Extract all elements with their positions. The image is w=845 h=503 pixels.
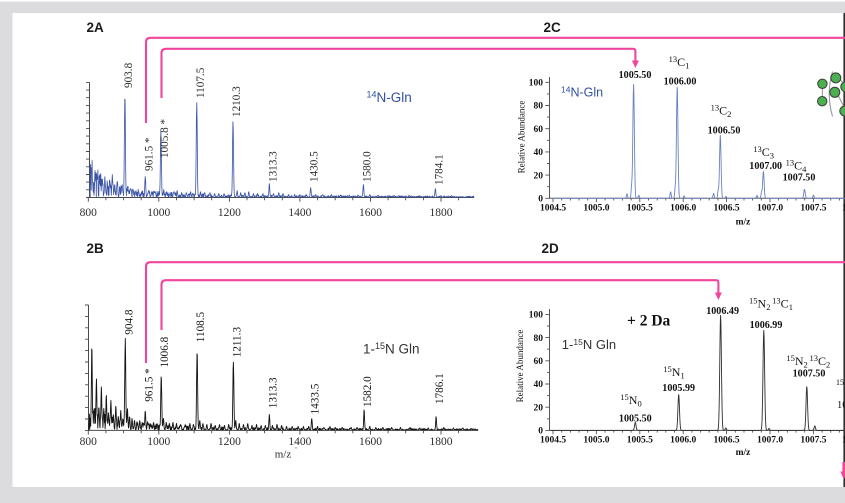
- svg-text:m/z: m/z: [736, 218, 752, 228]
- svg-text:1007.0: 1007.0: [757, 435, 783, 445]
- svg-text:1005.0: 1005.0: [583, 435, 609, 445]
- svg-text:1007.5: 1007.5: [800, 435, 826, 445]
- svg-text:1007.5: 1007.5: [800, 203, 826, 213]
- svg-text:1784.1: 1784.1: [433, 154, 445, 185]
- svg-text:Relative Abundance: Relative Abundance: [517, 101, 527, 174]
- svg-text:1000: 1000: [147, 207, 170, 219]
- svg-text:1108.5: 1108.5: [195, 311, 207, 342]
- svg-text:1005.5: 1005.5: [627, 203, 653, 213]
- svg-text:1005.5: 1005.5: [627, 435, 653, 445]
- svg-text:1006.0: 1006.0: [670, 435, 696, 445]
- svg-text:1004.5: 1004.5: [540, 203, 566, 213]
- svg-text:1005.99: 1005.99: [662, 383, 695, 394]
- svg-text:80: 80: [534, 102, 544, 112]
- svg-text:1005.50: 1005.50: [619, 414, 652, 425]
- svg-text:1006.5: 1006.5: [714, 435, 740, 445]
- svg-text:100: 100: [529, 79, 544, 89]
- svg-text:40: 40: [534, 380, 544, 390]
- svg-text:13C1: 13C1: [669, 54, 690, 70]
- svg-text:1007.0: 1007.0: [757, 203, 783, 213]
- svg-text:20: 20: [534, 171, 544, 181]
- svg-text:100: 100: [529, 311, 544, 321]
- svg-text:1210.3: 1210.3: [231, 86, 243, 117]
- svg-text:2C: 2C: [544, 20, 562, 35]
- svg-text:1313.3: 1313.3: [267, 151, 279, 182]
- svg-text:1006.00: 1006.00: [664, 77, 697, 88]
- svg-text:904.8: 904.8: [123, 309, 135, 335]
- svg-text:Relative Abundance: Relative Abundance: [515, 330, 525, 403]
- svg-text:60: 60: [534, 125, 544, 135]
- svg-text:1004.5: 1004.5: [540, 435, 566, 445]
- svg-text:13C2: 13C2: [711, 103, 732, 119]
- svg-text:0: 0: [538, 195, 543, 205]
- svg-text:1006.8: 1006.8: [159, 336, 171, 367]
- svg-text:15N2 13C1: 15N2 13C1: [749, 296, 793, 312]
- svg-text:1006.0: 1006.0: [670, 203, 696, 213]
- svg-text:1211.3: 1211.3: [231, 327, 243, 358]
- svg-text:1006.5: 1006.5: [714, 203, 740, 213]
- svg-text:1600: 1600: [359, 436, 382, 448]
- svg-text:14N-Gln: 14N-Gln: [367, 90, 412, 106]
- svg-text:1430.5: 1430.5: [309, 151, 321, 182]
- svg-text:1-15N Gln: 1-15N Gln: [562, 337, 616, 352]
- svg-text:60: 60: [534, 357, 544, 367]
- svg-text:1008.0: 1008.0: [842, 203, 845, 213]
- svg-text:800: 800: [80, 207, 98, 219]
- svg-text:1-15N Gln: 1-15N Gln: [363, 341, 420, 357]
- svg-text:1006.50: 1006.50: [708, 126, 741, 137]
- svg-text:1200: 1200: [218, 436, 241, 448]
- svg-text:1007.50: 1007.50: [783, 173, 816, 184]
- svg-text:1005.8 *: 1005.8 *: [159, 118, 171, 158]
- svg-text:1107.5: 1107.5: [195, 67, 207, 98]
- svg-text:1400: 1400: [288, 436, 311, 448]
- svg-text:1313.3: 1313.3: [267, 377, 279, 408]
- svg-text:+ 2 Da: + 2 Da: [627, 313, 671, 330]
- svg-text:13C4: 13C4: [786, 158, 808, 174]
- svg-text:1006.99: 1006.99: [750, 320, 783, 331]
- svg-text:=: =: [294, 446, 298, 452]
- svg-text:1786.1: 1786.1: [434, 373, 446, 404]
- svg-text:1006.49: 1006.49: [706, 306, 739, 317]
- svg-text:15N0: 15N0: [620, 392, 641, 408]
- svg-text:1007.00: 1007.00: [749, 161, 782, 172]
- svg-text:1600: 1600: [359, 207, 382, 219]
- svg-text:1400: 1400: [288, 207, 311, 219]
- svg-text:14N-Gln: 14N-Gln: [561, 85, 603, 100]
- svg-text:m/z: m/z: [736, 448, 752, 458]
- svg-text:1005.50: 1005.50: [619, 70, 652, 81]
- svg-text:1582.0: 1582.0: [362, 376, 374, 407]
- svg-text:961.5 *: 961.5 *: [143, 368, 155, 402]
- svg-text:100: 100: [837, 400, 845, 411]
- svg-text:1433.5: 1433.5: [310, 383, 322, 414]
- svg-text:1800: 1800: [430, 207, 453, 219]
- svg-text:903.8: 903.8: [123, 62, 135, 88]
- svg-text:1580.0: 1580.0: [361, 151, 373, 182]
- svg-text:13C3: 13C3: [753, 144, 774, 160]
- svg-text:1008.0: 1008.0: [842, 435, 845, 445]
- svg-text:800: 800: [80, 436, 98, 448]
- svg-text:15N1: 15N1: [663, 364, 684, 380]
- svg-text:15N2 13C2: 15N2 13C2: [786, 353, 830, 369]
- svg-text:1007.50: 1007.50: [793, 369, 826, 380]
- svg-text:1800: 1800: [430, 436, 453, 448]
- svg-text:2D: 2D: [542, 241, 560, 256]
- svg-text:2A: 2A: [87, 20, 105, 35]
- svg-text:m/z: m/z: [275, 449, 292, 461]
- svg-text:80: 80: [534, 334, 544, 344]
- svg-text:1200: 1200: [218, 207, 241, 219]
- svg-text:20: 20: [534, 403, 544, 413]
- svg-text:1000: 1000: [147, 436, 170, 448]
- svg-text:961.5 *: 961.5 *: [143, 137, 155, 171]
- svg-text:0: 0: [538, 427, 543, 437]
- svg-text:40: 40: [534, 148, 544, 158]
- svg-text:1005.0: 1005.0: [583, 203, 609, 213]
- svg-text:2B: 2B: [87, 241, 105, 256]
